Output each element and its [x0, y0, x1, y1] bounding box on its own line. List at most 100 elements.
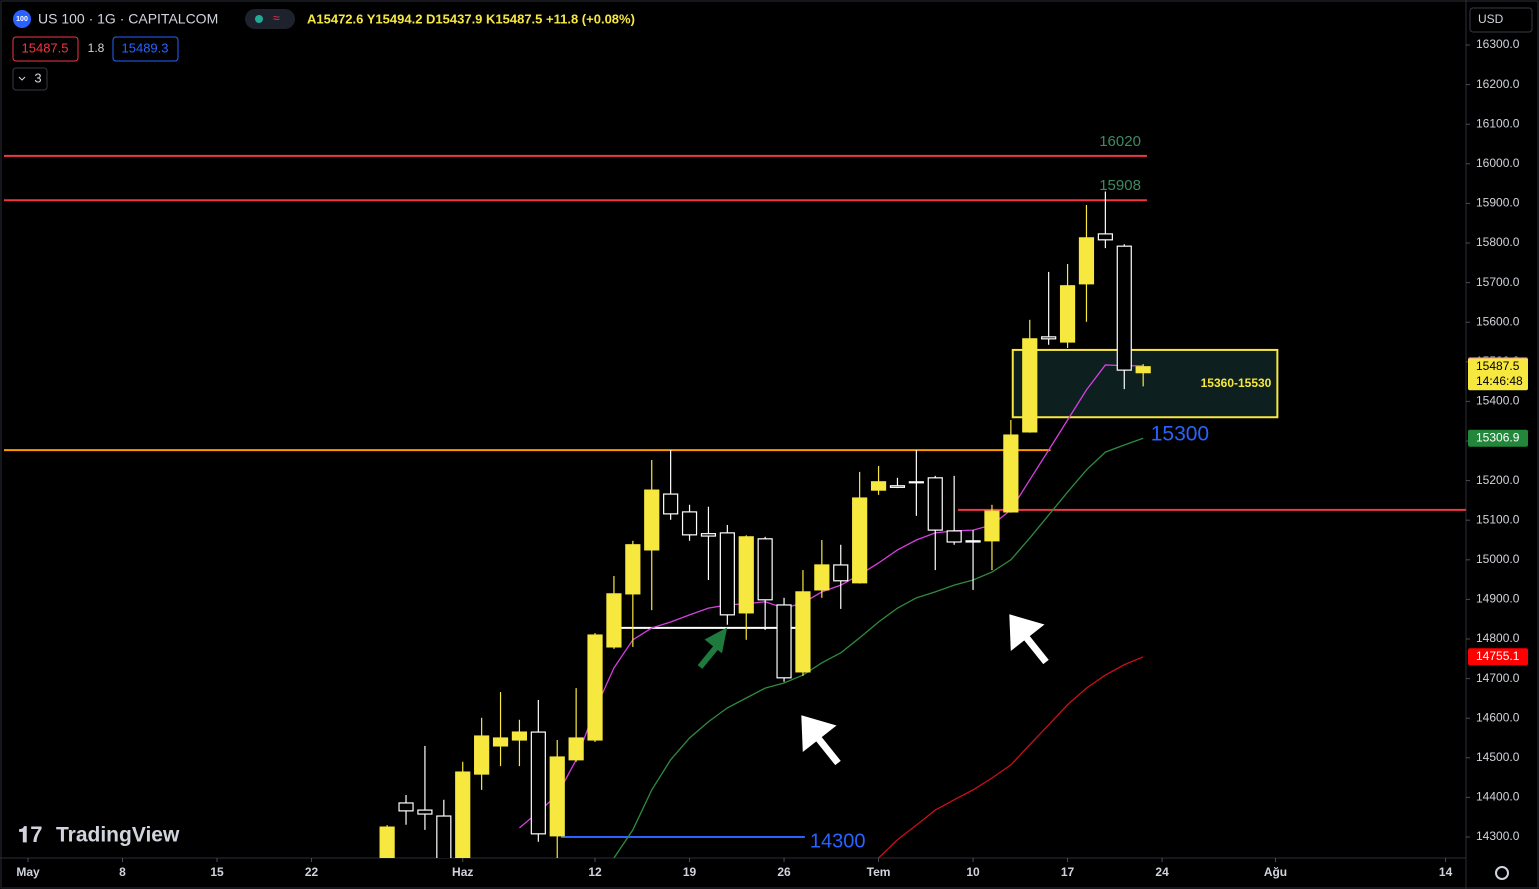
level-label: 14300: [810, 830, 866, 852]
price-badge-label: 15487.5: [1476, 359, 1520, 373]
y-tick-label: 14400.0: [1476, 790, 1520, 804]
y-tick-label: 14600.0: [1476, 710, 1520, 724]
candle-body: [681, 511, 698, 536]
arrow: [697, 627, 728, 669]
price-badge: [1468, 429, 1528, 447]
buy-button[interactable]: [112, 36, 179, 62]
settings-icon[interactable]: [1495, 866, 1509, 880]
sell-price: 15487.5: [22, 40, 69, 55]
candle-body: [889, 485, 906, 488]
candle-body: [1078, 237, 1095, 285]
x-tick-label: 15: [210, 865, 224, 879]
candle-body: [984, 510, 1000, 542]
y-tick-label: 15100.0: [1476, 512, 1520, 526]
y-tick-label: 16000.0: [1476, 156, 1520, 170]
brand-logo: 𝟏7: [18, 822, 42, 847]
x-tick-label: 24: [1155, 865, 1169, 879]
zone-label: 15360-15530: [1201, 376, 1272, 390]
candle-body: [814, 564, 830, 591]
candle-body: [625, 544, 641, 595]
arrow: [801, 715, 841, 766]
y-tick-label: 14700.0: [1476, 671, 1520, 685]
candle-body: [492, 737, 509, 747]
ohlc-values: A15472.6 Y15494.2 D15437.9 K15487.5 +11.…: [307, 11, 635, 26]
indicators-count: 3: [34, 70, 41, 85]
y-tick-label: 15000.0: [1476, 552, 1520, 566]
candle-body: [474, 735, 490, 775]
candle-body: [719, 532, 735, 616]
x-tick-label: 14: [1439, 865, 1453, 879]
x-tick-label: Ağu: [1264, 865, 1287, 879]
candle-body: [1116, 245, 1132, 371]
price-badge-label: 14755.1: [1476, 649, 1520, 663]
currency-button[interactable]: [1469, 7, 1533, 33]
candle-body: [1041, 336, 1057, 340]
candle-body: [606, 593, 622, 648]
annotation: 15300: [1151, 423, 1209, 446]
chevron: [18, 76, 26, 81]
candle-body: [870, 481, 887, 491]
candle-body: [511, 731, 528, 741]
price-badge-label: 15306.9: [1476, 430, 1520, 444]
ma-line: [613, 437, 1144, 858]
market-status: [245, 9, 295, 29]
candle-body: [455, 771, 471, 858]
ma-line: [519, 364, 1144, 829]
x-tick-label: 12: [588, 865, 602, 879]
candle-body: [568, 737, 584, 761]
y-tick-label: 15400.0: [1476, 394, 1520, 408]
countdown: 14:46:48: [1476, 374, 1523, 388]
symbol-title[interactable]: US 100 · 1G · CAPITALCOM: [38, 11, 218, 27]
candle-body: [965, 540, 981, 543]
brand: TradingView: [56, 824, 180, 847]
candle-body: [757, 538, 773, 601]
x-tick-label: 17: [1061, 865, 1075, 879]
x-tick-label: 26: [777, 865, 791, 879]
ma-line: [878, 656, 1144, 858]
candle-body: [738, 536, 754, 614]
candle-body: [644, 489, 660, 551]
candle-body: [1022, 338, 1038, 433]
candle-body: [908, 481, 924, 484]
candle-body: [1059, 285, 1076, 343]
spread: 1.8: [88, 41, 105, 55]
level-label: 16020: [1099, 133, 1141, 150]
y-tick-label: 14900.0: [1476, 592, 1520, 606]
x-tick-label: Tem: [867, 865, 891, 879]
symbol-icon-text: 100: [16, 16, 28, 23]
candle-body: [530, 731, 546, 835]
y-tick-label: 14800.0: [1476, 631, 1520, 645]
x-tick-label: May: [16, 865, 40, 879]
candle-body: [436, 815, 452, 858]
candle-body: [795, 591, 811, 673]
y-tick-label: 16200.0: [1476, 77, 1520, 91]
symbol-icon: [13, 10, 31, 28]
candle-body: [379, 826, 395, 858]
candle-body: [587, 634, 603, 741]
candle-body: [946, 530, 962, 543]
y-tick-label: 16300.0: [1476, 37, 1520, 51]
candle-body: [833, 564, 849, 582]
candle-body: [549, 756, 565, 837]
candle-body: [417, 809, 433, 815]
x-tick-label: 10: [966, 865, 980, 879]
candle-body: [398, 802, 414, 812]
candle-body: [663, 493, 679, 515]
indicators-toggle[interactable]: [12, 67, 48, 91]
sell-button[interactable]: [12, 36, 79, 62]
y-tick-label: 14300.0: [1476, 829, 1520, 843]
price-badge: [1468, 358, 1528, 391]
y-tick-label: 16100.0: [1476, 116, 1520, 130]
plot: 16020 15908 14300 15360-15530 15300: [4, 133, 1466, 858]
status-icon: ≈: [273, 11, 280, 25]
y-tick-label: 15800.0: [1476, 235, 1520, 249]
x-tick-label: 8: [119, 865, 126, 879]
y-tick-label: 15200.0: [1476, 473, 1520, 487]
price-badge: [1468, 648, 1528, 666]
candle-body: [700, 533, 717, 537]
y-tick-label: 15700.0: [1476, 275, 1520, 289]
